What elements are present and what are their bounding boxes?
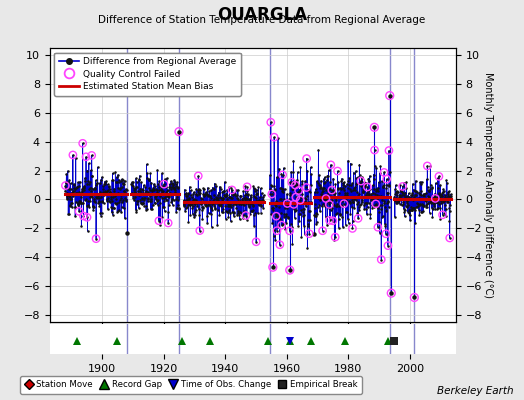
Y-axis label: Monthly Temperature Anomaly Difference (°C): Monthly Temperature Anomaly Difference (… xyxy=(483,72,493,298)
Point xyxy=(305,230,313,237)
Point xyxy=(363,184,372,190)
Point xyxy=(380,169,388,176)
Point xyxy=(385,147,393,154)
Point xyxy=(283,200,291,207)
Point xyxy=(348,225,357,232)
Point xyxy=(291,182,300,188)
Legend: Station Move, Record Gap, Time of Obs. Change, Empirical Break: Station Move, Record Gap, Time of Obs. C… xyxy=(20,376,362,394)
Point xyxy=(374,224,382,230)
Point xyxy=(372,201,380,207)
Point xyxy=(292,194,300,200)
Point xyxy=(155,218,163,224)
Point xyxy=(277,222,286,228)
Point xyxy=(319,228,327,234)
Point xyxy=(357,178,365,184)
Point xyxy=(331,234,340,240)
Text: Difference of Station Temperature Data from Regional Average: Difference of Station Temperature Data f… xyxy=(99,15,425,25)
Point xyxy=(354,215,362,222)
Point xyxy=(333,168,342,174)
Point xyxy=(387,290,396,296)
Point xyxy=(286,267,294,273)
Point xyxy=(83,214,91,220)
Point xyxy=(164,220,172,226)
Point xyxy=(445,235,454,241)
Point xyxy=(268,191,276,197)
Point xyxy=(435,173,443,180)
Point xyxy=(398,183,407,190)
Point xyxy=(325,201,333,208)
Point xyxy=(328,187,336,193)
Point xyxy=(92,236,100,242)
Point xyxy=(329,218,337,224)
Point xyxy=(252,238,260,245)
Point xyxy=(290,201,298,208)
Point xyxy=(325,217,334,224)
Point xyxy=(272,213,280,220)
Point xyxy=(386,92,394,99)
Point xyxy=(322,195,330,202)
Point xyxy=(381,230,390,237)
Point xyxy=(370,124,378,130)
Point xyxy=(69,152,77,158)
Point xyxy=(278,172,287,178)
Legend: Difference from Regional Average, Quality Control Failed, Estimated Station Mean: Difference from Regional Average, Qualit… xyxy=(54,52,241,96)
Point xyxy=(384,242,392,249)
Point xyxy=(438,212,446,218)
Point xyxy=(88,152,96,159)
Point xyxy=(370,147,379,153)
Point xyxy=(340,200,348,207)
Point xyxy=(423,163,431,169)
Point xyxy=(194,173,202,179)
Point xyxy=(61,182,70,189)
Text: OUARGLA: OUARGLA xyxy=(217,6,307,24)
Point xyxy=(286,228,294,234)
Point xyxy=(276,242,284,248)
Text: Berkeley Earth: Berkeley Earth xyxy=(437,386,514,396)
Point xyxy=(270,134,278,140)
Point xyxy=(302,155,311,162)
Point xyxy=(242,212,250,219)
Point xyxy=(175,128,183,135)
Point xyxy=(431,195,440,202)
Point xyxy=(160,181,168,187)
Point xyxy=(377,256,386,263)
Point xyxy=(326,162,335,168)
Point xyxy=(296,197,304,203)
Point xyxy=(288,179,296,186)
Point xyxy=(383,176,391,182)
Point xyxy=(269,264,277,270)
Point xyxy=(410,294,419,301)
Point xyxy=(82,154,90,160)
Point xyxy=(273,228,281,234)
Point xyxy=(243,184,252,190)
Point xyxy=(302,184,311,191)
Point xyxy=(195,227,204,234)
Point xyxy=(228,187,236,193)
Point xyxy=(294,187,303,194)
Point xyxy=(75,208,83,214)
Point xyxy=(267,119,275,126)
Point xyxy=(79,140,87,146)
Point xyxy=(79,213,88,219)
